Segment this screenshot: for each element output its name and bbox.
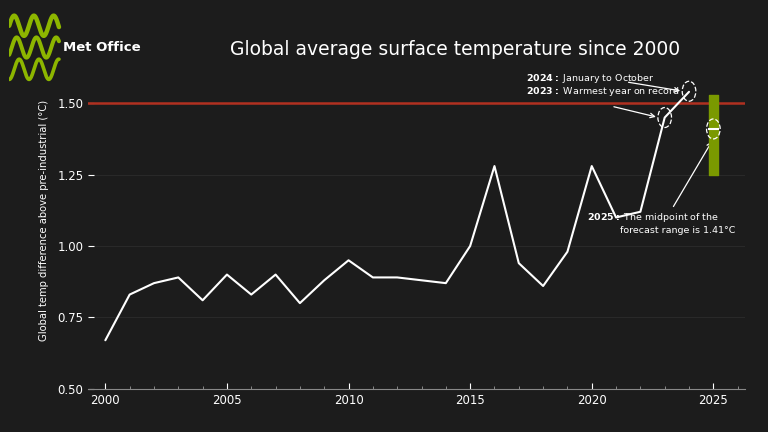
Text: Met Office: Met Office <box>63 41 141 54</box>
Y-axis label: Global temp difference above pre-industrial (°C): Global temp difference above pre-industr… <box>39 100 49 341</box>
Text: Global average surface temperature since 2000: Global average surface temperature since… <box>230 40 680 59</box>
Text: $\mathbf{2025}$$\mathbf{:}$ The midpoint of the
           forecast range is 1.4: $\mathbf{2025}$$\mathbf{:}$ The midpoint… <box>587 212 735 235</box>
Text: $\mathbf{2024}$$\mathbf{:}$ January to October: $\mathbf{2024}$$\mathbf{:}$ January to O… <box>526 73 654 86</box>
Text: $\mathbf{2023}$$\mathbf{:}$ Warmest year on record: $\mathbf{2023}$$\mathbf{:}$ Warmest year… <box>526 85 680 98</box>
